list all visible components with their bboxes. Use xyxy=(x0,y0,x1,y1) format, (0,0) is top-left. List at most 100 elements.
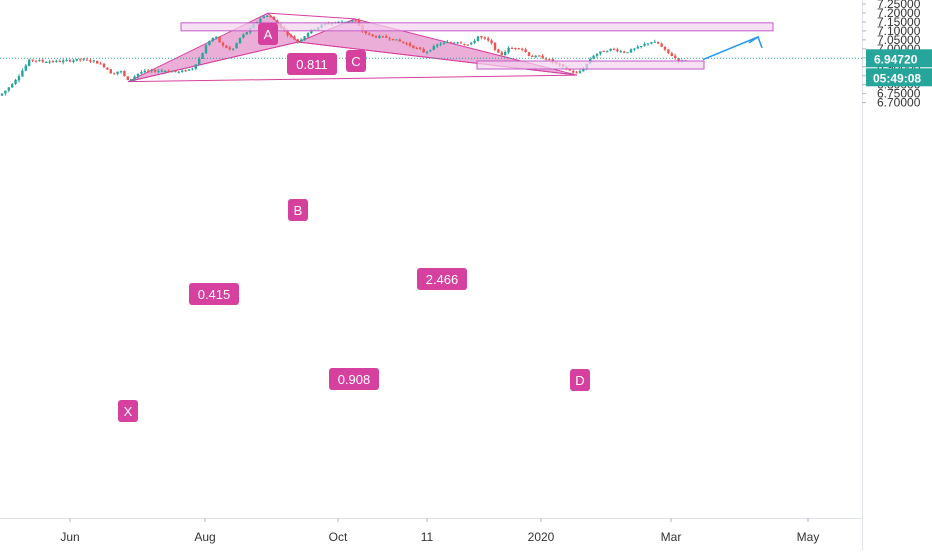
candle-body xyxy=(31,59,34,61)
time-tick-label: May xyxy=(797,530,820,544)
candle-body xyxy=(371,34,374,37)
candle-body xyxy=(459,42,463,44)
candle-body xyxy=(670,53,673,57)
time-tick-label: 2020 xyxy=(528,530,555,544)
pattern-point-x[interactable]: X xyxy=(118,400,138,422)
pattern-point-d[interactable]: D xyxy=(570,369,590,391)
ratio-value: 0.811 xyxy=(296,57,328,72)
candle-body xyxy=(544,58,548,60)
ratio-value: 0.415 xyxy=(198,287,231,302)
candle-body xyxy=(619,51,622,53)
pattern-point-c[interactable]: C xyxy=(346,50,366,72)
candle-body xyxy=(102,63,106,68)
candle-body xyxy=(439,43,442,45)
candle-body xyxy=(524,49,527,53)
candle-body xyxy=(221,42,225,46)
candle-body xyxy=(415,47,418,49)
candle-body xyxy=(677,58,680,62)
pattern-point-label: B xyxy=(294,203,303,218)
candle-body xyxy=(337,21,340,23)
ratio-badge xyxy=(287,53,337,75)
time-tick-label: Mar xyxy=(661,530,682,544)
ratio-label-x-b[interactable]: 0.415 xyxy=(189,283,239,305)
candle-body xyxy=(381,36,384,38)
pattern-point-label: D xyxy=(575,373,584,388)
pattern-point-badge xyxy=(258,23,278,45)
candle-body xyxy=(204,45,208,54)
candle-body xyxy=(96,60,99,64)
ratio-label-a-c[interactable]: 0.811 xyxy=(287,53,337,75)
candle-body xyxy=(75,58,78,61)
pattern-ac-line[interactable] xyxy=(267,12,356,20)
candle-body xyxy=(269,16,272,18)
candle-body xyxy=(538,55,541,57)
candle-body xyxy=(106,67,109,70)
candle-body xyxy=(527,52,531,56)
pattern-point-badge xyxy=(118,400,138,422)
pattern-point-badge xyxy=(346,50,366,72)
candle-body xyxy=(157,70,160,72)
candle-body xyxy=(276,20,279,24)
candle-body xyxy=(58,60,61,62)
candle-body xyxy=(228,47,231,50)
current-price-badge[interactable]: 6.94720 xyxy=(866,49,932,68)
candle-body xyxy=(140,72,143,74)
candle-body xyxy=(65,60,68,62)
candle-body xyxy=(497,49,500,53)
pattern-xd-line[interactable] xyxy=(127,74,578,83)
candle-body xyxy=(184,70,187,72)
pattern-point-label: X xyxy=(124,404,133,419)
candle-body xyxy=(425,51,429,53)
candle-body xyxy=(235,43,238,49)
candle-body xyxy=(483,37,486,39)
candle-body xyxy=(347,21,350,23)
candle-body xyxy=(153,70,157,72)
candle-body xyxy=(456,42,459,44)
price-tick-label: 7.10000 xyxy=(877,24,921,38)
candle-body xyxy=(612,48,616,50)
candle-body xyxy=(490,40,493,44)
candle-body xyxy=(432,46,435,50)
pattern-point-a[interactable]: A xyxy=(258,23,278,45)
candle-body xyxy=(62,60,65,63)
pattern-xb-line[interactable] xyxy=(127,41,299,83)
candle-body xyxy=(514,47,517,49)
candle-body xyxy=(517,48,520,50)
ratio-label-x-d[interactable]: 0.908 xyxy=(329,368,379,390)
candle-body xyxy=(599,51,602,54)
candle-body xyxy=(595,53,599,56)
candle-body xyxy=(300,39,303,42)
candle-body xyxy=(21,70,24,77)
pattern-point-badge xyxy=(288,199,308,221)
time-tick-label: 11 xyxy=(421,530,434,544)
projection-arrowhead[interactable] xyxy=(748,35,763,49)
candle-body xyxy=(201,53,204,59)
price-tick-label: 7.25000 xyxy=(877,0,921,11)
time-tick-label: Aug xyxy=(194,530,215,544)
candle-body xyxy=(17,76,21,81)
target-zone[interactable] xyxy=(180,22,774,32)
candle-body xyxy=(147,70,150,72)
support-zone[interactable] xyxy=(476,60,705,70)
candle-body xyxy=(500,52,503,55)
candle-body xyxy=(412,45,415,48)
candle-body xyxy=(238,37,242,44)
candle-body xyxy=(34,60,38,62)
pattern-bd-line[interactable] xyxy=(297,41,578,76)
candle-body xyxy=(368,33,371,35)
candle-body xyxy=(136,73,140,77)
candle-body xyxy=(48,61,51,63)
candle-body xyxy=(79,58,82,60)
candle-body xyxy=(453,42,456,44)
candle-body xyxy=(85,59,89,61)
time-axis[interactable]: Jun Aug Oct 11 2020 Mar May xyxy=(60,518,819,544)
current-price-value: 6.94720 xyxy=(874,52,918,66)
candle-body xyxy=(504,51,507,56)
ratio-label-b-d[interactable]: 2.466 xyxy=(417,268,467,290)
projection-arrow-line[interactable] xyxy=(702,36,759,61)
bar-countdown-badge[interactable]: 05:49:08 xyxy=(866,68,932,87)
plot-area[interactable] xyxy=(0,0,862,518)
pattern-point-b[interactable]: B xyxy=(288,199,308,221)
